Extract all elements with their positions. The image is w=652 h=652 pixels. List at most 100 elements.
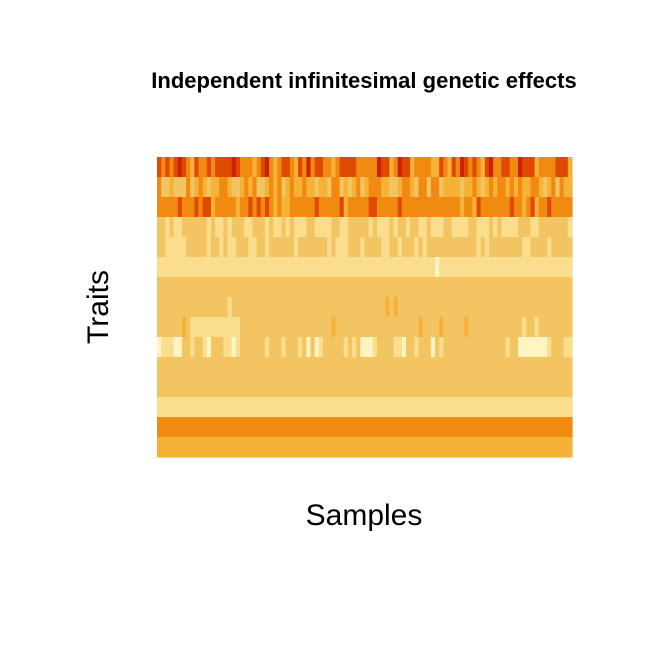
heatmap-cell	[165, 357, 171, 378]
heatmap-cell	[385, 277, 390, 298]
heatmap-cell	[343, 317, 349, 338]
heatmap-cell	[410, 277, 415, 298]
heatmap-cell	[410, 437, 415, 458]
heatmap-cell	[372, 217, 378, 238]
heatmap-cell	[534, 157, 540, 178]
heatmap-cell	[501, 257, 507, 278]
heatmap-cell	[547, 297, 552, 318]
heatmap-cell	[298, 397, 303, 418]
heatmap-cell	[426, 157, 432, 178]
heatmap-cell	[376, 417, 382, 438]
heatmap-cell	[352, 357, 357, 378]
heatmap-cell	[227, 397, 233, 418]
heatmap-cell	[169, 297, 175, 318]
heatmap-cell	[285, 437, 291, 458]
heatmap-cell	[468, 197, 473, 218]
heatmap-cell	[206, 157, 212, 178]
heatmap-cell	[567, 357, 573, 378]
heatmap-cell	[215, 397, 220, 418]
heatmap-cell	[252, 317, 258, 338]
heatmap-cell	[293, 297, 299, 318]
heatmap-cell	[472, 297, 478, 318]
heatmap-cell	[314, 417, 320, 438]
heatmap-cell	[252, 417, 258, 438]
heatmap-cell	[376, 437, 382, 458]
heatmap-cell	[385, 317, 390, 338]
heatmap-cell	[376, 317, 382, 338]
heatmap-cell	[422, 417, 428, 438]
heatmap-cell	[451, 437, 457, 458]
heatmap-cell	[318, 357, 324, 378]
heatmap-cell	[169, 437, 175, 458]
heatmap-cell	[277, 357, 283, 378]
heatmap-cell	[206, 177, 212, 198]
heatmap-cell	[260, 317, 266, 338]
heatmap-cell	[513, 337, 519, 358]
heatmap-cell	[455, 177, 461, 198]
heatmap-cell	[240, 417, 245, 438]
heatmap-cell	[451, 337, 457, 358]
heatmap-cell	[418, 157, 424, 178]
heatmap-cell	[360, 377, 366, 398]
heatmap-cell	[451, 177, 457, 198]
heatmap-cell	[198, 277, 204, 298]
heatmap-cell	[194, 297, 200, 318]
heatmap-cell	[273, 157, 278, 178]
heatmap-cell	[181, 317, 187, 338]
heatmap-cell	[277, 437, 283, 458]
heatmap-cell	[335, 337, 341, 358]
heatmap-cell	[210, 437, 216, 458]
heatmap-cell	[447, 237, 453, 258]
heatmap-cell	[455, 317, 461, 338]
heatmap-cell	[356, 177, 361, 198]
heatmap-cell	[173, 157, 179, 178]
heatmap-cell	[360, 437, 366, 458]
heatmap-cell	[264, 177, 270, 198]
heatmap-cell	[435, 197, 440, 218]
heatmap-cell	[169, 217, 175, 238]
heatmap-cell	[235, 157, 241, 178]
heatmap-cell	[505, 417, 511, 438]
heatmap-cell	[198, 177, 204, 198]
heatmap-cell	[376, 277, 382, 298]
heatmap-cell	[368, 397, 374, 418]
heatmap-cell	[293, 197, 299, 218]
heatmap-cell	[339, 197, 345, 218]
heatmap-cell	[459, 257, 465, 278]
heatmap-cell	[480, 397, 486, 418]
heatmap-cell	[231, 337, 237, 358]
heatmap-cell	[426, 437, 432, 458]
heatmap-cell	[318, 237, 324, 258]
heatmap-cell	[177, 157, 183, 178]
heatmap-cell	[530, 257, 536, 278]
heatmap-cell	[206, 277, 212, 298]
heatmap-cell	[534, 397, 540, 418]
heatmap-cell	[310, 317, 316, 338]
heatmap-cell	[381, 237, 386, 258]
heatmap-cell	[198, 417, 204, 438]
heatmap-cell	[430, 357, 436, 378]
heatmap-cell	[281, 357, 287, 378]
heatmap-cell	[227, 217, 233, 238]
heatmap-cell	[339, 397, 345, 418]
x-axis-label: Samples	[306, 499, 423, 532]
heatmap-cell	[501, 217, 507, 238]
heatmap-cell	[264, 237, 270, 258]
heatmap-cell	[202, 237, 208, 258]
heatmap-cell	[235, 357, 241, 378]
heatmap-cell	[157, 337, 162, 358]
heatmap-cell	[293, 177, 299, 198]
heatmap-cell	[298, 157, 303, 178]
heatmap-cell	[418, 337, 424, 358]
heatmap-cell	[563, 157, 569, 178]
heatmap-cell	[472, 237, 478, 258]
heatmap-cell	[331, 217, 337, 238]
heatmap-cell	[551, 237, 556, 258]
heatmap-cell	[551, 277, 556, 298]
heatmap-cell	[534, 277, 540, 298]
heatmap-cell	[484, 357, 490, 378]
heatmap-cell	[439, 377, 444, 398]
heatmap-cell	[397, 217, 403, 238]
heatmap-cell	[314, 177, 320, 198]
heatmap-cell	[190, 437, 195, 458]
